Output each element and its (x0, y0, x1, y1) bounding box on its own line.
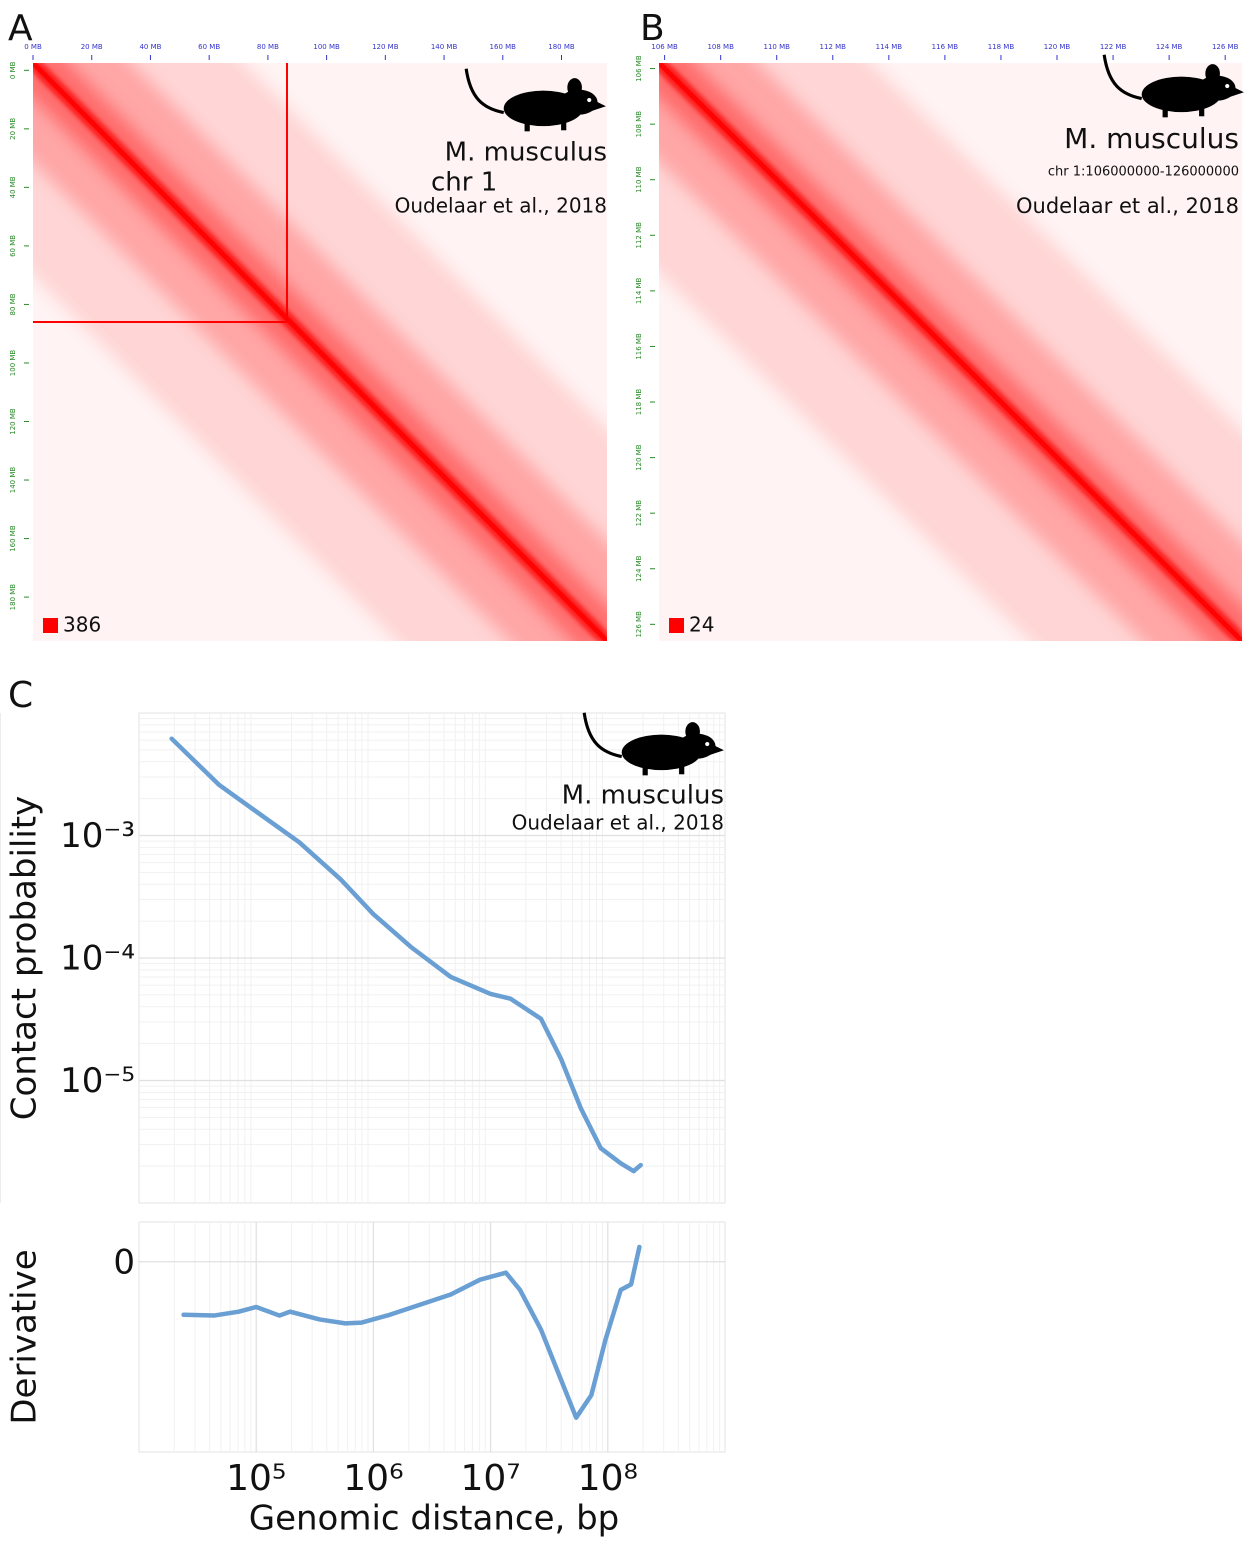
y-tick-label: 116 MB (635, 333, 643, 360)
annotation: Oudelaar et al., 2018 (395, 194, 607, 218)
x-tick-label: 0 MB (24, 43, 42, 51)
data-line (181, 1244, 642, 1420)
heatmap-diagonal (33, 63, 607, 641)
x-tick-label: 126 MB (1212, 43, 1239, 51)
y-axis-label: Contact probability (5, 796, 45, 1121)
x-tick-label: 40 MB (139, 43, 161, 51)
y-tick-label: 118 MB (635, 389, 643, 416)
annotation: Oudelaar et al., 2018 (1016, 194, 1239, 218)
y-tick-label: 100 MB (9, 350, 17, 377)
x-tick-label: 106 MB (651, 43, 678, 51)
x-tick-label: 100 MB (313, 43, 340, 51)
y-tick-label: 0 (113, 1242, 135, 1282)
x-axis-label: Genomic distance, bp (249, 1499, 620, 1539)
y-tick-label: 140 MB (9, 467, 17, 494)
plot-area (138, 1221, 726, 1453)
x-tick-label: 120 MB (1044, 43, 1071, 51)
annotation: Oudelaar et al., 2018 (512, 811, 724, 835)
panel-label: C (8, 675, 33, 716)
x-tick-label: 20 MB (81, 43, 103, 51)
y-tick-label: 80 MB (9, 293, 17, 315)
annotation: chr 1:106000000-126000000 (1048, 165, 1239, 180)
x-tick-label: 118 MB (988, 43, 1015, 51)
annotation: M. musculus (562, 781, 724, 811)
y-tick-label: 120 MB (9, 408, 17, 435)
y-tick-label: 112 MB (635, 222, 643, 249)
x-tick-label: 122 MB (1100, 43, 1127, 51)
x-tick-label: 180 MB (548, 43, 575, 51)
y-tick-label: 40 MB (9, 176, 17, 198)
y-tick-label: 180 MB (9, 584, 17, 611)
x-tick-label: 140 MB (431, 43, 458, 51)
y-tick-label: 10⁻³ (60, 816, 135, 856)
data-line (169, 736, 643, 1174)
y-axis-label: Derivative (5, 1249, 45, 1424)
x-tick-label: 10⁵ (226, 1458, 286, 1499)
x-tick-label: 124 MB (1156, 43, 1183, 51)
color-legend-max: 24 (689, 613, 714, 637)
x-tick-label: 108 MB (707, 43, 734, 51)
y-tick-label: 108 MB (635, 111, 643, 138)
annotation: chr 1 (431, 168, 497, 198)
x-tick-label: 60 MB (198, 43, 220, 51)
color-legend-swatch (669, 618, 684, 633)
y-tick-label: 106 MB (635, 55, 643, 82)
annotation: M. musculus (445, 138, 607, 168)
panel-label: A (8, 8, 33, 49)
x-tick-label: 10⁸ (578, 1458, 638, 1499)
y-tick-label: 10⁻⁴ (60, 939, 135, 979)
y-tick-label: 122 MB (635, 500, 643, 527)
heatmap-diagonal (659, 63, 1242, 641)
x-tick-label: 116 MB (932, 43, 959, 51)
y-tick-label: 160 MB (9, 525, 17, 552)
heatmap (33, 63, 607, 641)
y-tick-label: 0 MB (9, 61, 17, 79)
x-tick-label: 120 MB (372, 43, 399, 51)
x-tick-label: 10⁶ (343, 1458, 403, 1499)
x-tick-label: 80 MB (257, 43, 279, 51)
x-tick-label: 10⁷ (460, 1458, 520, 1499)
y-tick-label: 126 MB (635, 611, 643, 638)
heatmap (659, 63, 1242, 641)
annotation: M. musculus (1064, 122, 1239, 155)
y-tick-label: 120 MB (635, 444, 643, 471)
y-tick-label: 114 MB (635, 277, 643, 304)
x-tick-label: 112 MB (820, 43, 847, 51)
x-tick-label: 110 MB (764, 43, 791, 51)
y-tick-label: 20 MB (9, 118, 17, 140)
y-tick-label: 124 MB (635, 555, 643, 582)
color-legend-max: 386 (63, 613, 101, 637)
panel-label: B (640, 8, 665, 49)
y-tick-label: 110 MB (635, 166, 643, 193)
y-tick-label: 60 MB (9, 235, 17, 257)
x-tick-label: 160 MB (490, 43, 517, 51)
x-tick-label: 114 MB (876, 43, 903, 51)
color-legend-swatch (43, 618, 58, 633)
y-tick-label: 10⁻⁵ (60, 1061, 135, 1101)
